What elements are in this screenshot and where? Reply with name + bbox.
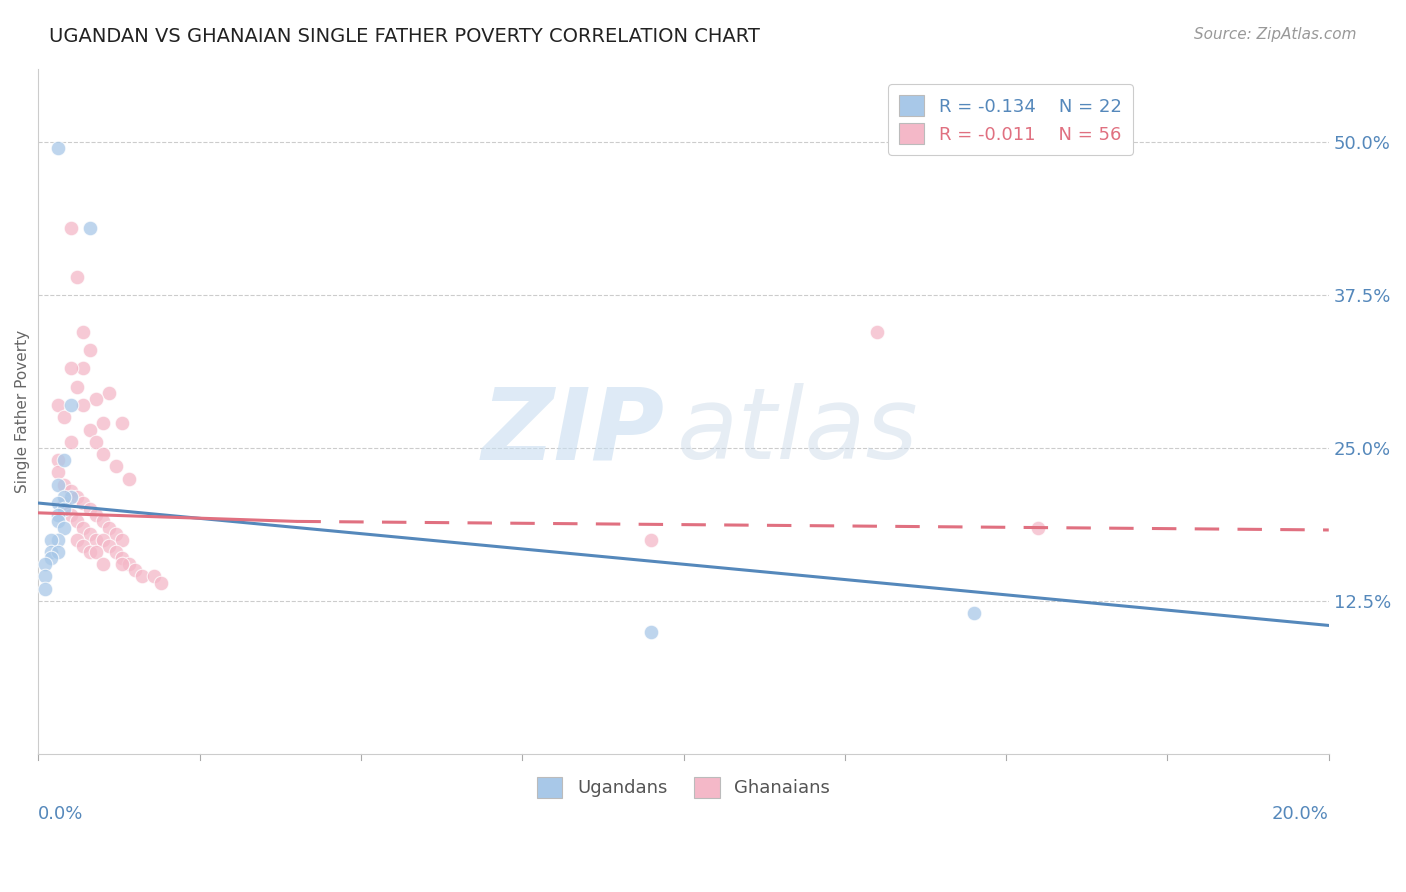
Point bbox=[79, 545, 101, 559]
Point bbox=[72, 520, 94, 534]
Point bbox=[66, 490, 89, 504]
Point bbox=[53, 490, 76, 504]
Point bbox=[72, 361, 94, 376]
Point bbox=[866, 325, 889, 339]
Point bbox=[46, 508, 69, 523]
Point bbox=[143, 569, 166, 583]
Point bbox=[34, 582, 56, 596]
Point bbox=[86, 434, 108, 449]
Point bbox=[98, 520, 121, 534]
Point bbox=[79, 502, 101, 516]
Point bbox=[34, 569, 56, 583]
Point bbox=[53, 502, 76, 516]
Legend: Ugandans, Ghanaians: Ugandans, Ghanaians bbox=[529, 768, 839, 806]
Point bbox=[640, 624, 662, 639]
Point bbox=[79, 220, 101, 235]
Point bbox=[86, 508, 108, 523]
Point bbox=[46, 545, 69, 559]
Point bbox=[111, 551, 134, 566]
Point bbox=[149, 575, 172, 590]
Point bbox=[46, 466, 69, 480]
Point bbox=[79, 526, 101, 541]
Point bbox=[79, 343, 101, 357]
Point bbox=[39, 533, 62, 547]
Point bbox=[53, 496, 76, 510]
Point bbox=[72, 325, 94, 339]
Point bbox=[72, 398, 94, 412]
Point bbox=[46, 453, 69, 467]
Point bbox=[640, 533, 662, 547]
Point bbox=[91, 447, 114, 461]
Point bbox=[91, 558, 114, 572]
Point bbox=[98, 539, 121, 553]
Point bbox=[131, 569, 153, 583]
Text: UGANDAN VS GHANAIAN SINGLE FATHER POVERTY CORRELATION CHART: UGANDAN VS GHANAIAN SINGLE FATHER POVERT… bbox=[49, 27, 761, 45]
Point bbox=[118, 472, 141, 486]
Point bbox=[46, 533, 69, 547]
Point bbox=[59, 220, 82, 235]
Point bbox=[39, 551, 62, 566]
Point bbox=[34, 558, 56, 572]
Point bbox=[39, 545, 62, 559]
Point bbox=[53, 453, 76, 467]
Point bbox=[79, 423, 101, 437]
Point bbox=[86, 392, 108, 406]
Point bbox=[1028, 520, 1050, 534]
Point bbox=[86, 545, 108, 559]
Point bbox=[111, 558, 134, 572]
Point bbox=[46, 477, 69, 491]
Point bbox=[104, 545, 127, 559]
Text: 0.0%: 0.0% bbox=[38, 805, 84, 823]
Text: ZIP: ZIP bbox=[481, 384, 664, 480]
Point bbox=[104, 459, 127, 474]
Point bbox=[66, 533, 89, 547]
Point bbox=[72, 539, 94, 553]
Point bbox=[46, 496, 69, 510]
Text: 20.0%: 20.0% bbox=[1272, 805, 1329, 823]
Point bbox=[72, 496, 94, 510]
Point bbox=[59, 398, 82, 412]
Point bbox=[46, 398, 69, 412]
Point bbox=[46, 515, 69, 529]
Point bbox=[118, 558, 141, 572]
Point bbox=[124, 563, 146, 577]
Y-axis label: Single Father Poverty: Single Father Poverty bbox=[15, 330, 30, 492]
Point bbox=[59, 483, 82, 498]
Point bbox=[91, 515, 114, 529]
Point bbox=[66, 269, 89, 284]
Point bbox=[46, 141, 69, 155]
Point bbox=[86, 533, 108, 547]
Point bbox=[53, 410, 76, 425]
Point bbox=[98, 385, 121, 400]
Text: Source: ZipAtlas.com: Source: ZipAtlas.com bbox=[1194, 27, 1357, 42]
Point bbox=[104, 526, 127, 541]
Text: atlas: atlas bbox=[678, 384, 918, 480]
Point bbox=[111, 533, 134, 547]
Point bbox=[59, 490, 82, 504]
Point bbox=[66, 380, 89, 394]
Point bbox=[59, 434, 82, 449]
Point bbox=[59, 361, 82, 376]
Point bbox=[91, 417, 114, 431]
Point bbox=[111, 417, 134, 431]
Point bbox=[91, 533, 114, 547]
Point bbox=[53, 520, 76, 534]
Point bbox=[963, 606, 986, 620]
Point bbox=[59, 508, 82, 523]
Point bbox=[66, 515, 89, 529]
Point bbox=[53, 477, 76, 491]
